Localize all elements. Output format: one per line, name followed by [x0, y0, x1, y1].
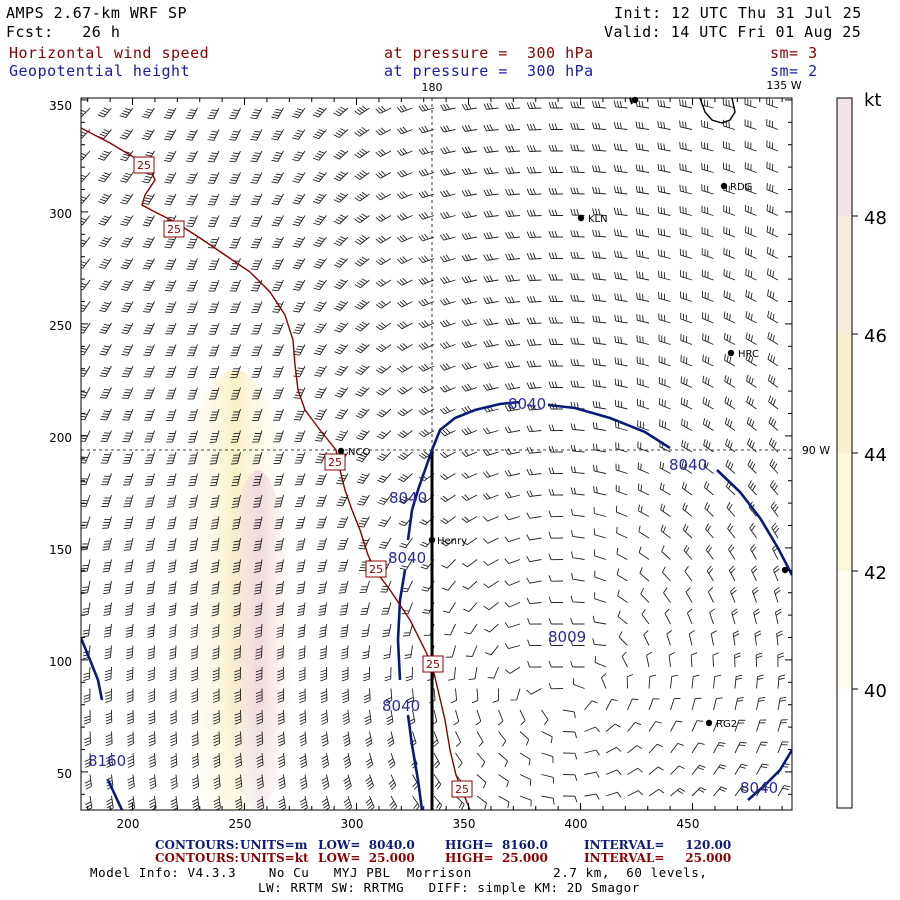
- footer-contour-label-1: CONTOURS:: [155, 838, 239, 852]
- x-tick-label: 350: [453, 817, 476, 831]
- height-label: 8040: [669, 456, 707, 474]
- x-tick-label: 400: [565, 817, 588, 831]
- speed-label: 25: [426, 658, 440, 671]
- station-label: KLN: [588, 214, 608, 225]
- footer-units-2: UNITS=kt: [240, 851, 309, 865]
- footer-high-1: HIGH= 8160.0: [445, 838, 548, 852]
- speed-label: 25: [455, 783, 469, 796]
- x-tick-label: 250: [229, 817, 252, 831]
- y-tick-label: 250: [49, 319, 72, 333]
- height-label: 8040: [389, 489, 427, 507]
- footer-model-info: Model Info: V4.3.3 No Cu MYJ PBL Morriso…: [90, 865, 708, 880]
- height-label: 8040: [740, 779, 778, 797]
- lon-90w-label: 90 W: [802, 444, 830, 457]
- meridian-label: 180: [422, 81, 443, 94]
- speed-contour-labels: 25 25 25 25 25 25: [133, 156, 473, 798]
- wind-speed-shading: [150, 98, 320, 810]
- footer-units-1: UNITS=m: [240, 838, 308, 852]
- y-tick-label: 350: [49, 99, 72, 113]
- x-tick-label: 300: [341, 817, 364, 831]
- coastline: [629, 98, 736, 124]
- field2-smoothing: sm= 2: [770, 62, 818, 80]
- x-tick-label: 450: [677, 817, 700, 831]
- colorbar-segment: [837, 98, 852, 216]
- init-time: Init: 12 UTC Thu 31 Jul 25: [614, 4, 862, 22]
- colorbar-segment: [837, 216, 852, 334]
- colorbar-tick: 46: [864, 326, 887, 347]
- colorbar-segment: [837, 689, 852, 808]
- station-label: RDG: [730, 182, 752, 193]
- height-label: 8160: [88, 752, 126, 770]
- station-label: Henry: [437, 536, 467, 547]
- colorbar-segment: [837, 334, 852, 453]
- x-tick-labels: 200 250 300 350 400 450: [117, 817, 700, 831]
- speed-label: 25: [328, 456, 342, 469]
- lon-135w-label: 135 W: [766, 79, 801, 92]
- color-bar: kt 48 46 44 42 40: [836, 90, 887, 809]
- valid-time: Valid: 14 UTC Fri 01 Aug 25: [604, 23, 862, 41]
- forecast-hour: Fcst: 26 h: [6, 23, 121, 41]
- colorbar-tick: 40: [864, 681, 887, 702]
- axis-ticks: [81, 98, 792, 810]
- height-label: 8040: [388, 549, 426, 567]
- y-tick-label: 50: [57, 767, 72, 781]
- wind-barbs: [81, 98, 791, 810]
- y-tick-label: 300: [49, 207, 72, 221]
- colorbar-segment: [837, 453, 852, 571]
- plot-border: [80, 97, 793, 811]
- x-tick-label: 200: [117, 817, 140, 831]
- station-label: HRC: [738, 349, 759, 360]
- y-tick-labels: 50 100 150 200 250 300 350: [49, 99, 72, 781]
- colorbar-tick: 44: [864, 445, 887, 466]
- height-contours: [81, 400, 792, 810]
- field2-name: Geopotential height: [9, 62, 191, 80]
- field1-smoothing: sm= 3: [770, 44, 818, 62]
- colorbar-tick: 48: [864, 208, 887, 229]
- station-label: RG2: [716, 719, 737, 730]
- model-title: AMPS 2.67-km WRF SP: [6, 4, 188, 22]
- colorbar-unit: kt: [864, 90, 881, 111]
- field1-level: at pressure = 300 hPa: [384, 44, 594, 62]
- speed-label: 25: [137, 159, 151, 172]
- field1-name: Horizontal wind speed: [9, 44, 210, 62]
- height-contour-labels: 8040 8040 8040 8040 8040 8040 8160 8009: [88, 395, 778, 797]
- footer-contour-label-2: CONTOURS:: [155, 851, 239, 865]
- speed-label: 25: [369, 563, 383, 576]
- footer-model-info-2: LW: RRTM SW: RRTMG DIFF: simple KM: 2D S…: [258, 880, 640, 895]
- field2-level: at pressure = 300 hPa: [384, 62, 594, 80]
- footer-high-2: HIGH= 25.000: [445, 851, 548, 865]
- y-tick-label: 200: [49, 431, 72, 445]
- station-label: NCO: [348, 447, 370, 458]
- footer-interval-2: INTERVAL= 25.000: [584, 851, 732, 865]
- colorbar-tick: 42: [864, 563, 887, 584]
- speed-label: 25: [167, 223, 181, 236]
- y-tick-label: 100: [49, 655, 72, 669]
- height-label: 8040: [508, 395, 546, 413]
- height-label: 8009: [548, 628, 586, 646]
- footer-interval-1: INTERVAL= 120.00: [584, 838, 732, 852]
- colorbar-segment: [837, 571, 852, 689]
- footer-low-2: LOW= 25.000: [318, 851, 415, 865]
- height-label: 8040: [382, 697, 420, 715]
- y-tick-label: 150: [49, 543, 72, 557]
- footer-low-1: LOW= 8040.0: [318, 838, 415, 852]
